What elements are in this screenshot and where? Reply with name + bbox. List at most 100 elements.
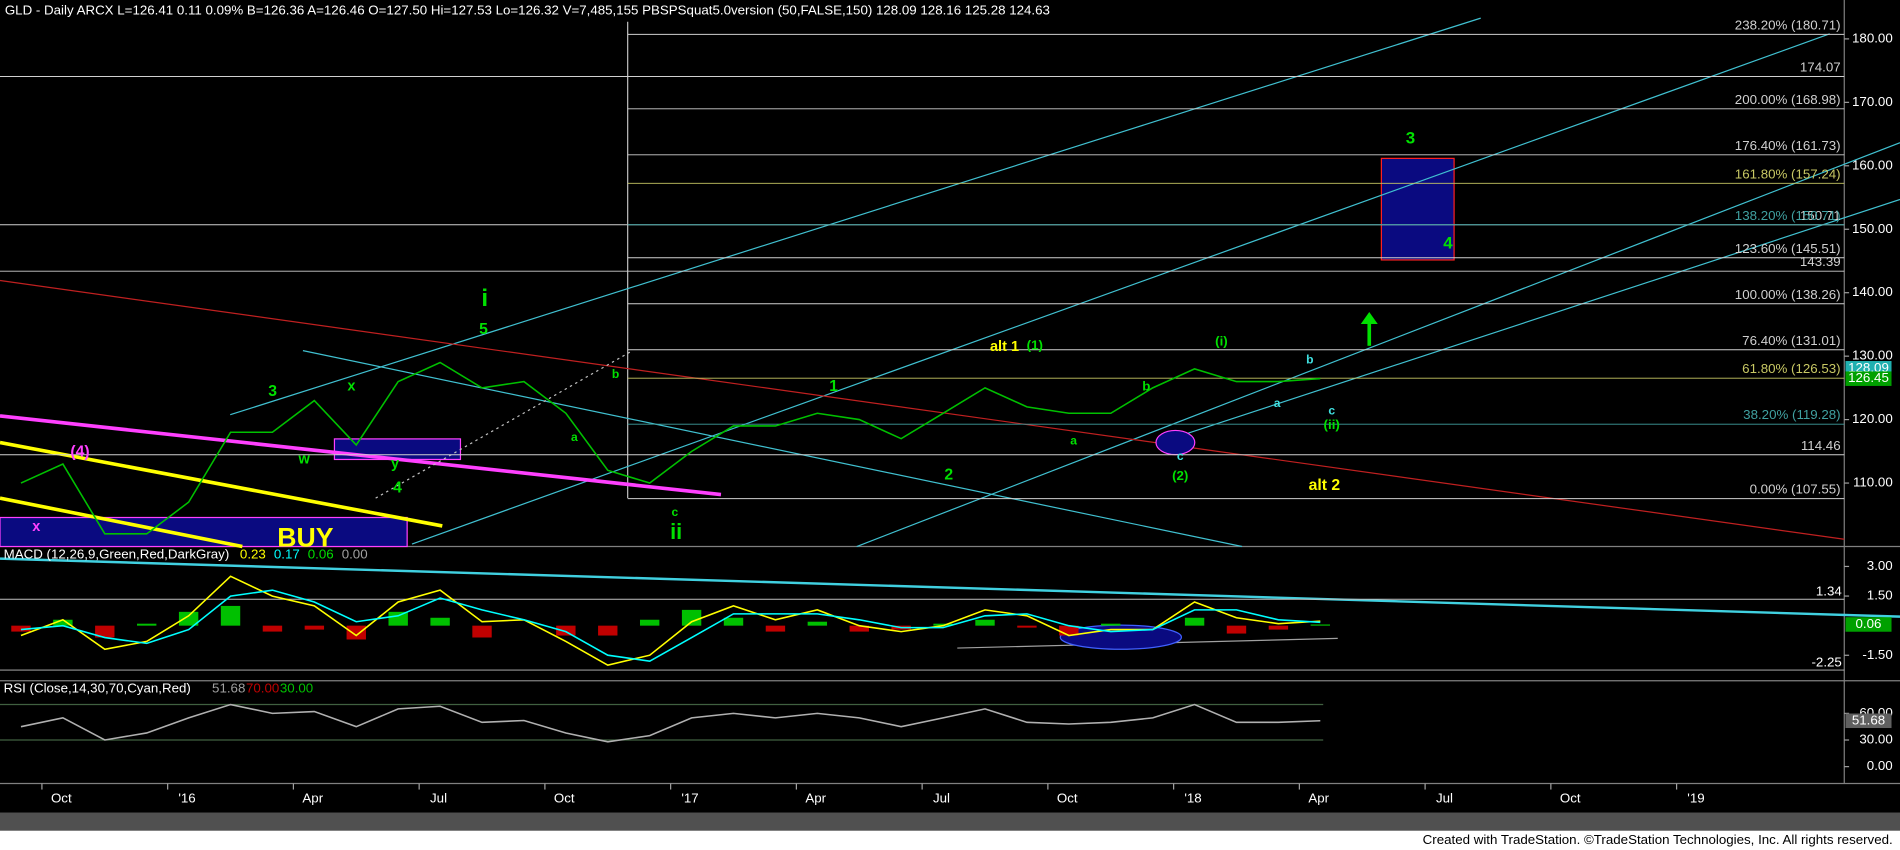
wave-label: (1): [1027, 337, 1043, 352]
value-badge-label: 128.09: [1848, 360, 1889, 375]
histogram-bar: [807, 621, 828, 626]
histogram-bar: [53, 619, 73, 626]
histogram-bar: [556, 625, 576, 636]
x-tick-label: Oct: [51, 791, 72, 806]
zone-box: [0, 516, 408, 548]
histogram-bar: [472, 625, 492, 638]
value-badge: [1845, 713, 1892, 729]
panel-title: RSI (Close,14,30,70,Cyan,Red): [4, 681, 191, 696]
wave-label: (4): [70, 443, 89, 460]
y-tick-label: 1.50: [1867, 588, 1893, 603]
histogram-bar: [1226, 625, 1247, 634]
series-line: [20, 589, 1321, 662]
wave-label: 1: [829, 378, 838, 395]
wave-label: 3: [1406, 129, 1415, 148]
histogram-bar: [304, 625, 325, 630]
fib-label: 150.71: [1800, 208, 1841, 223]
fib-label: 38.20% (119.28): [1743, 407, 1840, 422]
x-tick-label: '18: [1184, 791, 1201, 806]
wave-label: c: [672, 505, 679, 519]
readout: 0.06: [308, 547, 334, 562]
x-tick-label: Apr: [805, 791, 826, 806]
y-tick-label: 160.00: [1852, 157, 1893, 172]
histogram-bar: [346, 625, 366, 640]
y-tick-label: 180.00: [1852, 30, 1893, 45]
wave-label: (2): [1172, 468, 1188, 483]
fib-label: 143.39: [1800, 254, 1841, 269]
fib-label: 161.80% (157.24): [1735, 166, 1841, 181]
wave-label: i: [481, 285, 488, 312]
histogram-bar: [1184, 617, 1205, 626]
wave-label: (ii): [1324, 417, 1340, 432]
fib-label: 114.46: [1801, 438, 1841, 453]
x-tick-label: Apr: [1308, 791, 1329, 806]
channel-line: [856, 142, 1900, 548]
header: GLD - Daily ARCX L=126.41 0.11 0.09% B=1…: [5, 2, 1050, 17]
value-badge-label: 51.68: [1852, 712, 1885, 727]
wave-label: y: [391, 456, 399, 472]
readout: 0.00: [342, 547, 368, 562]
fib-label: 174.07: [1800, 60, 1841, 75]
wave-label: 5: [479, 321, 488, 338]
channel-line: [230, 17, 1481, 416]
y-tick-label: 150.00: [1852, 221, 1893, 236]
histogram-bar: [598, 625, 618, 636]
highlight: [1155, 429, 1196, 456]
y-tick-label: 3.00: [1867, 558, 1893, 573]
histogram-bar: [430, 617, 450, 626]
wave-label: ii: [670, 519, 682, 544]
fib-label: 100.00% (138.26): [1735, 287, 1841, 302]
histogram-bar: [11, 625, 31, 632]
y-tick-label: 30.00: [1859, 732, 1892, 747]
scrollbar[interactable]: [0, 812, 1900, 831]
fib-label: 138.20% (150.71): [1735, 208, 1841, 223]
histogram-bar: [975, 619, 995, 626]
wave-label: 3: [268, 383, 277, 400]
channel-line: [411, 33, 1830, 545]
fib-label: 238.20% (180.71): [1735, 17, 1841, 32]
fib-label: 123.60% (145.51): [1735, 241, 1841, 256]
histogram-bar: [681, 609, 702, 626]
wave-label: a: [1070, 434, 1077, 448]
histogram-bar: [388, 611, 408, 626]
wave-label: x: [32, 519, 40, 535]
wave-label: b: [612, 367, 619, 381]
y-tick-label: 120.00: [1852, 411, 1893, 426]
fib-label: 61.80% (126.53): [1742, 361, 1840, 376]
fib-label: 76.40% (131.01): [1742, 333, 1840, 348]
wave-label: alt 1: [990, 339, 1019, 355]
readout: 70.00: [246, 681, 279, 696]
footer: Created with TradeStation. ©TradeStation…: [1423, 832, 1893, 847]
x-tick-label: Oct: [1560, 791, 1581, 806]
histogram-bar: [178, 611, 199, 626]
channel-line: [1163, 198, 1900, 442]
wave-label: a: [571, 430, 578, 444]
wave-label: (i): [1215, 334, 1228, 349]
x-tick-label: Jul: [933, 791, 950, 806]
y-tick-label: 170.00: [1852, 94, 1893, 109]
histogram-bar: [95, 625, 115, 638]
wave-label: alt 2: [1309, 477, 1341, 494]
wave-label: c: [1177, 449, 1184, 463]
x-tick-label: Jul: [430, 791, 447, 806]
macd-level-label: 1.34: [1816, 583, 1842, 598]
macd-level-label: -2.25: [1811, 654, 1841, 669]
readout: 30.00: [280, 681, 313, 696]
value-badge-label: 126.45: [1848, 370, 1889, 385]
y-tick-label: 140.00: [1852, 284, 1893, 299]
histogram-bar: [639, 619, 660, 626]
footer-bar: [0, 830, 1900, 850]
histogram-bar: [262, 625, 283, 632]
histogram-bar: [933, 623, 953, 626]
value-badge: [1845, 617, 1892, 632]
wave-label: a: [1274, 396, 1281, 410]
trend-line: [0, 496, 243, 549]
y-tick-label: 0.00: [1867, 758, 1893, 773]
target-box: [1380, 157, 1455, 261]
arrow-head: [1360, 311, 1378, 325]
readout: 0.23: [240, 547, 266, 562]
wave-label: b: [1142, 378, 1150, 393]
readout: 0.17: [274, 547, 300, 562]
dotted-line: [375, 350, 633, 499]
